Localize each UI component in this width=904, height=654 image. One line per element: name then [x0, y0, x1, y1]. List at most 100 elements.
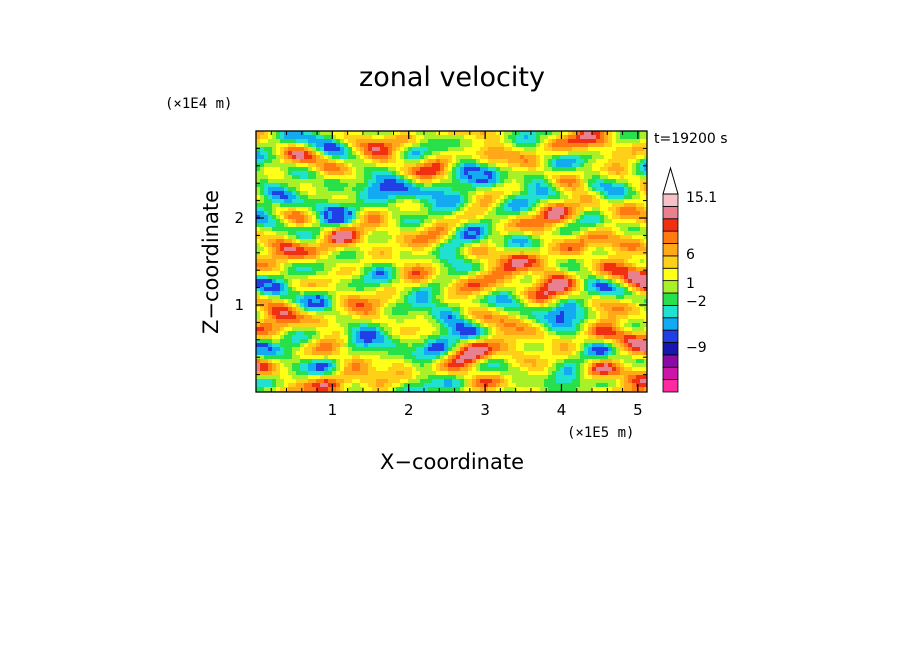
heatmap-cell: [548, 159, 553, 164]
heatmap-cell: [348, 247, 353, 252]
heatmap-cell: [436, 143, 441, 148]
heatmap-cell: [412, 319, 417, 324]
heatmap-cell: [548, 231, 553, 236]
heatmap-cell: [608, 327, 613, 332]
heatmap-cell: [364, 255, 369, 260]
heatmap-cell: [424, 283, 429, 288]
heatmap-cell: [376, 155, 381, 160]
heatmap-cell: [536, 319, 541, 324]
heatmap-cell: [284, 247, 289, 252]
heatmap-cell: [272, 263, 277, 268]
heatmap-cell: [608, 299, 613, 304]
heatmap-cell: [588, 315, 593, 320]
heatmap-cell: [272, 143, 277, 148]
heatmap-cell: [520, 239, 525, 244]
heatmap-cell: [540, 139, 545, 144]
heatmap-cell: [596, 283, 601, 288]
heatmap-cell: [348, 235, 353, 240]
heatmap-cell: [392, 131, 397, 136]
heatmap-cell: [464, 211, 469, 216]
heatmap-cell: [420, 315, 425, 320]
heatmap-cell: [312, 183, 317, 188]
heatmap-cell: [376, 207, 381, 212]
heatmap-cell: [400, 315, 405, 320]
heatmap-cell: [524, 155, 529, 160]
heatmap-cell: [416, 287, 421, 292]
heatmap-cell: [460, 279, 465, 284]
heatmap-cell: [312, 143, 317, 148]
heatmap-cell: [300, 283, 305, 288]
heatmap-cell: [608, 191, 613, 196]
heatmap-cell: [620, 263, 625, 268]
heatmap-cell: [484, 215, 489, 220]
heatmap-cell: [588, 183, 593, 188]
heatmap-cell: [600, 219, 605, 224]
heatmap-cell: [568, 143, 573, 148]
heatmap-cell: [528, 255, 533, 260]
heatmap-cell: [584, 167, 589, 172]
heatmap-cell: [288, 211, 293, 216]
heatmap-cell: [268, 187, 273, 192]
heatmap-cell: [340, 183, 345, 188]
heatmap-cell: [356, 235, 361, 240]
heatmap-cell: [452, 279, 457, 284]
heatmap-cell: [628, 295, 633, 300]
heatmap-cell: [324, 143, 329, 148]
heatmap-cell: [476, 203, 481, 208]
heatmap-cell: [556, 327, 561, 332]
heatmap-cell: [280, 323, 285, 328]
heatmap-cell: [352, 171, 357, 176]
heatmap-cell: [496, 231, 501, 236]
heatmap-cell: [604, 151, 609, 156]
heatmap-cell: [500, 147, 505, 152]
heatmap-cell: [284, 139, 289, 144]
heatmap-cell: [268, 307, 273, 312]
heatmap-cell: [496, 183, 501, 188]
heatmap-cell: [624, 311, 629, 316]
heatmap-cell: [280, 195, 285, 200]
heatmap-cell: [512, 219, 517, 224]
heatmap-cell: [268, 311, 273, 316]
heatmap-cell: [592, 331, 597, 336]
heatmap-cell: [356, 159, 361, 164]
heatmap-cell: [280, 295, 285, 300]
heatmap-cell: [544, 243, 549, 248]
heatmap-cell: [292, 199, 297, 204]
heatmap-cell: [340, 239, 345, 244]
heatmap-cell: [472, 147, 477, 152]
heatmap-cell: [588, 171, 593, 176]
heatmap-cell: [320, 235, 325, 240]
heatmap-cell: [292, 135, 297, 140]
heatmap-cell: [488, 211, 493, 216]
heatmap-cell: [328, 323, 333, 328]
heatmap-cell: [536, 279, 541, 284]
heatmap-cell: [332, 315, 337, 320]
heatmap-cell: [352, 271, 357, 276]
heatmap-cell: [316, 183, 321, 188]
heatmap-cell: [476, 155, 481, 160]
heatmap-cell: [616, 231, 621, 236]
heatmap-cell: [624, 295, 629, 300]
heatmap-cell: [480, 319, 485, 324]
heatmap-cell: [636, 319, 641, 324]
heatmap-cell: [576, 187, 581, 192]
heatmap-cell: [532, 311, 537, 316]
heatmap-cell: [428, 247, 433, 252]
heatmap-cell: [256, 299, 261, 304]
heatmap-cell: [564, 183, 569, 188]
heatmap-cell: [568, 227, 573, 232]
heatmap-cell: [504, 283, 509, 288]
heatmap-cell: [400, 155, 405, 160]
heatmap-cell: [572, 179, 577, 184]
heatmap-cell: [304, 327, 309, 332]
heatmap-cell: [576, 223, 581, 228]
heatmap-cell: [516, 215, 521, 220]
heatmap-cell: [376, 199, 381, 204]
heatmap-cell: [612, 235, 617, 240]
heatmap-cell: [616, 203, 621, 208]
heatmap-cell: [300, 147, 305, 152]
heatmap-cell: [372, 235, 377, 240]
heatmap-cell: [312, 315, 317, 320]
heatmap-cell: [440, 319, 445, 324]
heatmap-cell: [288, 159, 293, 164]
